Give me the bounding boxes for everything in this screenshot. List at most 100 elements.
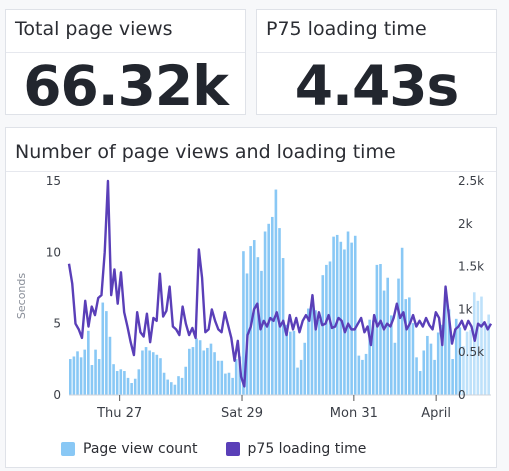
bar bbox=[209, 343, 213, 395]
bar bbox=[350, 242, 353, 395]
bar bbox=[393, 342, 397, 395]
bar bbox=[408, 297, 411, 395]
bar bbox=[281, 258, 285, 395]
bar bbox=[458, 327, 462, 395]
bar bbox=[69, 359, 72, 395]
bar bbox=[133, 378, 137, 395]
bar bbox=[346, 231, 350, 395]
x-tick-label: Thu 27 bbox=[96, 406, 142, 421]
bar bbox=[278, 228, 281, 395]
bar bbox=[321, 275, 325, 395]
bar bbox=[213, 352, 216, 395]
bar bbox=[314, 310, 317, 395]
bar bbox=[307, 308, 310, 395]
bar bbox=[404, 299, 408, 395]
bar bbox=[144, 347, 148, 395]
bar bbox=[292, 330, 296, 395]
bar bbox=[76, 351, 79, 395]
bar bbox=[328, 261, 332, 395]
card-divider bbox=[257, 52, 496, 53]
bar bbox=[310, 300, 314, 395]
bar bbox=[289, 331, 292, 395]
bar bbox=[119, 369, 123, 395]
y-tick-right: 0 bbox=[458, 388, 466, 402]
legend-swatch-bar bbox=[61, 442, 75, 456]
card-divider bbox=[6, 52, 245, 53]
chart-card: Number of page views and loading time 0 5… bbox=[5, 127, 497, 468]
bar bbox=[108, 336, 112, 395]
kpi-title: Total page views bbox=[15, 18, 173, 40]
bar bbox=[198, 340, 202, 395]
bar bbox=[112, 364, 115, 395]
x-tick-label: April bbox=[421, 406, 451, 421]
bar bbox=[371, 320, 375, 395]
bar bbox=[400, 247, 404, 395]
bar bbox=[97, 359, 101, 395]
bar bbox=[433, 359, 436, 395]
chart-legend: Page view count p75 loading time bbox=[61, 441, 366, 457]
bar bbox=[472, 292, 476, 395]
bar bbox=[252, 240, 256, 395]
bar bbox=[206, 347, 209, 395]
bar bbox=[480, 296, 483, 395]
bar bbox=[263, 231, 267, 395]
bar bbox=[368, 319, 371, 395]
bar bbox=[382, 290, 386, 395]
bar bbox=[411, 323, 415, 395]
y-tick-right: 0.5k bbox=[458, 345, 484, 359]
bar bbox=[454, 318, 458, 395]
bar bbox=[148, 350, 151, 395]
legend-item-loading-time[interactable]: p75 loading time bbox=[225, 441, 367, 457]
bar bbox=[462, 346, 465, 395]
bar bbox=[115, 371, 119, 395]
y-tick-left: 15 bbox=[46, 174, 61, 188]
y-tick-left: 5 bbox=[53, 317, 61, 331]
legend-label: p75 loading time bbox=[247, 441, 367, 457]
bar bbox=[188, 348, 191, 395]
bar bbox=[299, 359, 303, 395]
bar bbox=[325, 264, 328, 395]
bar bbox=[101, 302, 105, 395]
kpi-card-page-views: Total page views 66.32k bbox=[5, 9, 246, 118]
bar bbox=[256, 257, 260, 395]
legend-item-page-views[interactable]: Page view count bbox=[61, 441, 198, 457]
bar bbox=[357, 355, 361, 395]
bar bbox=[126, 377, 130, 395]
bar bbox=[173, 384, 177, 395]
bar bbox=[220, 360, 224, 395]
bar bbox=[418, 371, 422, 395]
bar bbox=[83, 349, 87, 395]
bar bbox=[296, 367, 299, 395]
bar bbox=[303, 342, 307, 395]
bar bbox=[166, 379, 169, 395]
bar bbox=[317, 319, 321, 395]
line-series-loading-time bbox=[67, 179, 493, 388]
bar bbox=[224, 373, 227, 395]
bar bbox=[364, 353, 368, 395]
bar bbox=[151, 352, 155, 395]
legend-swatch-line bbox=[225, 442, 240, 456]
bar bbox=[440, 324, 444, 395]
bar bbox=[234, 359, 238, 395]
bar bbox=[335, 234, 339, 395]
bar bbox=[216, 360, 220, 395]
bar bbox=[483, 323, 487, 395]
bar bbox=[361, 359, 364, 395]
y-tick-left: 0 bbox=[53, 388, 61, 402]
bar bbox=[90, 365, 94, 395]
legend-label: Page view count bbox=[83, 441, 198, 457]
bar bbox=[123, 371, 126, 395]
bar bbox=[162, 372, 166, 395]
bar bbox=[469, 329, 472, 395]
bar bbox=[141, 350, 144, 395]
bar bbox=[465, 331, 469, 395]
bar bbox=[444, 292, 447, 395]
kpi-card-loading-time: P75 loading time 4.43s bbox=[256, 9, 497, 118]
y-tick-right: 2.5k bbox=[458, 174, 484, 188]
bar bbox=[105, 311, 108, 395]
bar bbox=[242, 251, 245, 395]
bar bbox=[426, 335, 429, 395]
x-tick-label: Mon 31 bbox=[330, 406, 378, 421]
kpi-value: 66.32k bbox=[23, 54, 229, 118]
bar bbox=[260, 270, 263, 395]
